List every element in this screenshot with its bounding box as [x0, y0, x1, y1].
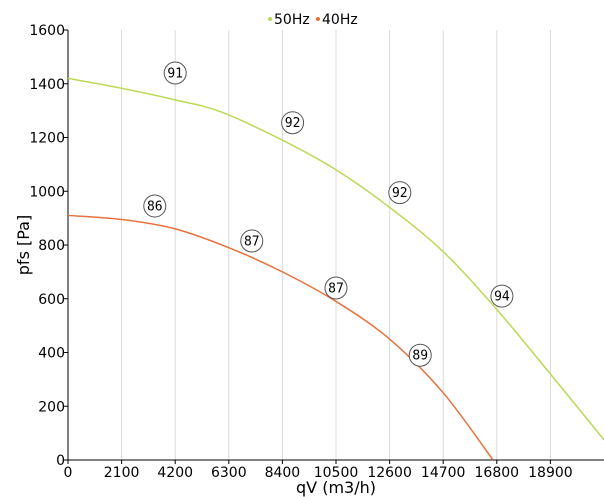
legend: 50Hz 40Hz — [268, 12, 358, 28]
grid — [121, 30, 551, 460]
annotation-label: 87 — [328, 282, 344, 297]
annotation-label: 86 — [147, 200, 163, 215]
x-axis-label: qV (m3/h) — [296, 478, 376, 497]
series — [67, 77, 604, 461]
annotation-circle — [490, 284, 514, 308]
annotation-circle — [388, 181, 412, 205]
x-tick-label: 18900 — [528, 465, 573, 481]
annotation-circle — [163, 61, 187, 85]
x-tick-label: 8400 — [265, 465, 301, 481]
y-axis-label: pfs [Pa] — [14, 215, 33, 275]
annotation-circle — [143, 194, 167, 218]
series-line-50hz — [67, 77, 604, 441]
x-tick-label: 10500 — [314, 465, 359, 481]
efficiency-annotation: 89 — [408, 343, 432, 367]
x-tick-label: 12600 — [367, 465, 412, 481]
efficiency-annotation: 91 — [163, 61, 187, 85]
x-tick-label: 0 — [64, 465, 73, 481]
y-tick-label: 1200 — [29, 131, 65, 147]
ticks: 0 2100 4200 6300 8400 10500 12600 14700 16800 189… — [29, 23, 572, 481]
legend-label-50hz: 50Hz — [274, 12, 310, 28]
y-tick-label: 600 — [38, 292, 65, 308]
efficiency-annotation: 87 — [324, 276, 348, 300]
annotation-circle — [408, 343, 432, 367]
y-tick-label: 1600 — [29, 23, 65, 39]
annotation-label: 92 — [285, 116, 301, 131]
annotation-label: 89 — [412, 349, 428, 364]
annotations: 91 92 92 94 86 87 87 89 — [143, 61, 514, 367]
annotation-label: 94 — [494, 290, 510, 305]
y-tick-label: 1000 — [29, 184, 65, 200]
y-tick-label: 800 — [38, 238, 65, 254]
legend-marker-40hz — [316, 17, 320, 21]
y-tick-label: 1400 — [29, 77, 65, 93]
annotation-label: 92 — [392, 186, 408, 201]
legend-marker-50hz — [268, 17, 272, 21]
efficiency-annotation: 87 — [240, 229, 264, 253]
series-line-40hz — [67, 214, 494, 461]
x-tick-label: 2100 — [104, 465, 140, 481]
efficiency-annotation: 92 — [281, 111, 305, 135]
efficiency-annotation: 92 — [388, 181, 412, 205]
annotation-label: 91 — [167, 67, 183, 82]
legend-label-40hz: 40Hz — [322, 12, 358, 28]
annotation-circle — [281, 111, 305, 135]
x-tick-label: 16800 — [475, 465, 520, 481]
x-tick-label: 14700 — [421, 465, 466, 481]
annotation-label: 87 — [244, 234, 260, 249]
annotation-circle — [240, 229, 264, 253]
x-tick-label: 6300 — [211, 465, 247, 481]
efficiency-annotation: 94 — [490, 284, 514, 308]
y-tick-label: 400 — [38, 346, 65, 362]
x-tick-label: 4200 — [157, 465, 193, 481]
efficiency-annotation: 86 — [143, 194, 167, 218]
annotation-circle — [324, 276, 348, 300]
y-tick-label: 0 — [56, 453, 65, 469]
y-tick-label: 200 — [38, 399, 65, 415]
